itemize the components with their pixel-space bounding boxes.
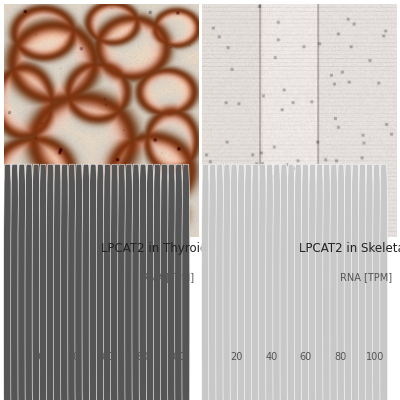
FancyBboxPatch shape (146, 164, 154, 400)
FancyBboxPatch shape (89, 164, 97, 400)
FancyBboxPatch shape (230, 164, 238, 400)
FancyBboxPatch shape (61, 164, 68, 400)
FancyBboxPatch shape (125, 164, 133, 400)
FancyBboxPatch shape (287, 164, 295, 400)
FancyBboxPatch shape (209, 164, 216, 400)
Text: 80: 80 (334, 352, 347, 362)
FancyBboxPatch shape (252, 164, 259, 400)
FancyBboxPatch shape (182, 164, 190, 400)
Text: RNA [TPM]: RNA [TPM] (142, 272, 194, 282)
FancyBboxPatch shape (294, 164, 302, 400)
FancyBboxPatch shape (366, 164, 374, 400)
FancyBboxPatch shape (153, 164, 161, 400)
FancyBboxPatch shape (223, 164, 231, 400)
FancyBboxPatch shape (75, 164, 83, 400)
Text: 80: 80 (136, 352, 149, 362)
Text: 60: 60 (300, 352, 312, 362)
FancyBboxPatch shape (330, 164, 338, 400)
FancyBboxPatch shape (68, 164, 76, 400)
FancyBboxPatch shape (160, 164, 168, 400)
FancyBboxPatch shape (380, 164, 388, 400)
FancyBboxPatch shape (258, 164, 266, 400)
FancyBboxPatch shape (316, 164, 324, 400)
FancyBboxPatch shape (132, 164, 140, 400)
FancyBboxPatch shape (175, 164, 183, 400)
FancyBboxPatch shape (96, 164, 104, 400)
Text: 20: 20 (32, 352, 45, 362)
FancyBboxPatch shape (273, 164, 281, 400)
FancyBboxPatch shape (25, 164, 33, 400)
FancyBboxPatch shape (168, 164, 176, 400)
Text: 100: 100 (366, 352, 384, 362)
Text: LPCAT2 in Skeletal muscle: LPCAT2 in Skeletal muscle (299, 242, 400, 255)
Text: 60: 60 (102, 352, 114, 362)
FancyBboxPatch shape (351, 164, 359, 400)
FancyBboxPatch shape (337, 164, 345, 400)
FancyBboxPatch shape (11, 164, 19, 400)
FancyBboxPatch shape (39, 164, 47, 400)
FancyBboxPatch shape (323, 164, 331, 400)
Text: 40: 40 (67, 352, 80, 362)
FancyBboxPatch shape (82, 164, 90, 400)
FancyBboxPatch shape (344, 164, 352, 400)
Text: 40: 40 (265, 352, 277, 362)
FancyBboxPatch shape (358, 164, 366, 400)
FancyBboxPatch shape (4, 164, 12, 400)
FancyBboxPatch shape (104, 164, 111, 400)
FancyBboxPatch shape (244, 164, 252, 400)
FancyBboxPatch shape (54, 164, 62, 400)
FancyBboxPatch shape (18, 164, 26, 400)
FancyBboxPatch shape (118, 164, 126, 400)
FancyBboxPatch shape (202, 164, 210, 400)
Text: 100: 100 (168, 352, 186, 362)
FancyBboxPatch shape (110, 164, 118, 400)
FancyBboxPatch shape (266, 164, 274, 400)
Text: 20: 20 (230, 352, 243, 362)
FancyBboxPatch shape (308, 164, 316, 400)
Text: RNA [TPM]: RNA [TPM] (340, 272, 392, 282)
FancyBboxPatch shape (280, 164, 288, 400)
FancyBboxPatch shape (373, 164, 380, 400)
FancyBboxPatch shape (237, 164, 245, 400)
FancyBboxPatch shape (139, 164, 147, 400)
FancyBboxPatch shape (32, 164, 40, 400)
Text: LPCAT2 in Thyroid gland: LPCAT2 in Thyroid gland (101, 242, 244, 255)
FancyBboxPatch shape (46, 164, 54, 400)
FancyBboxPatch shape (216, 164, 224, 400)
FancyBboxPatch shape (301, 164, 309, 400)
